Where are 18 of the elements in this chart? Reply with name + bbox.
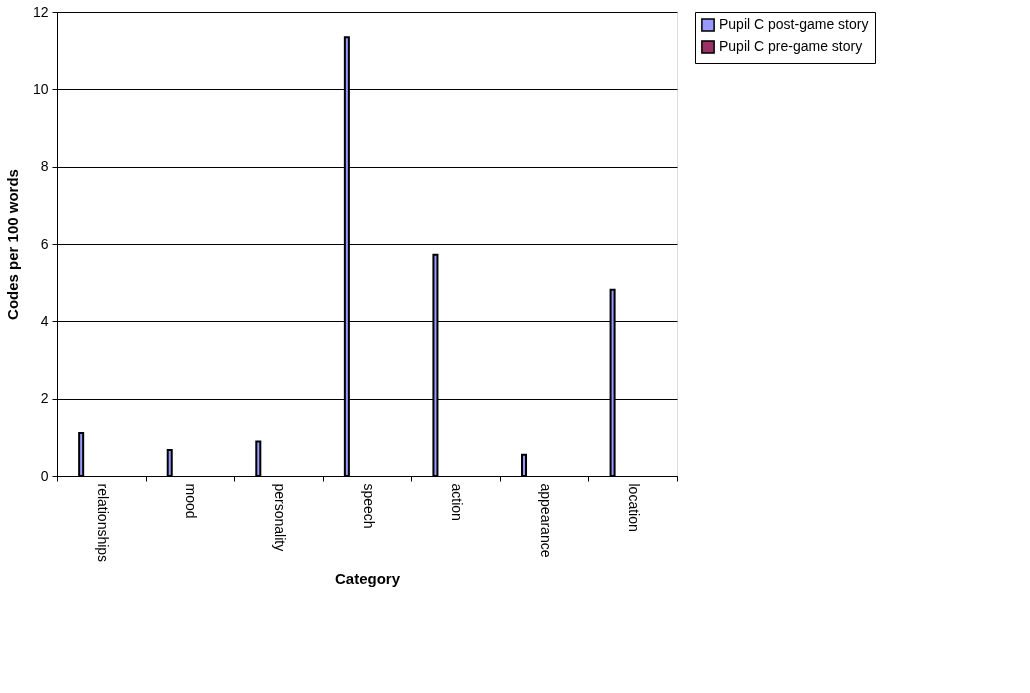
y-axis-title: Codes per 100 words bbox=[3, 169, 21, 320]
x-axis-title: Category bbox=[334, 570, 401, 588]
x-tick-label: location bbox=[626, 483, 643, 532]
y-tick-label: 2 bbox=[40, 390, 49, 407]
legend-label: Pupil C post-game story bbox=[719, 16, 869, 32]
x-tick-label: relationships bbox=[94, 483, 111, 563]
x-tick-label: personality bbox=[271, 483, 288, 552]
x-tick-label: action bbox=[449, 483, 466, 521]
y-tick-label: 0 bbox=[40, 467, 49, 484]
x-tick-label: appearance bbox=[537, 483, 554, 558]
x-tick-label: mood bbox=[183, 483, 200, 519]
y-tick-label: 6 bbox=[40, 235, 49, 252]
y-tick-label: 10 bbox=[32, 80, 49, 97]
y-tick-label: 8 bbox=[40, 158, 49, 175]
x-tick-label: speech bbox=[360, 483, 377, 529]
y-tick-label: 4 bbox=[40, 312, 49, 329]
y-tick-label: 12 bbox=[32, 3, 49, 20]
legend-label: Pupil C pre-game story bbox=[719, 38, 863, 54]
